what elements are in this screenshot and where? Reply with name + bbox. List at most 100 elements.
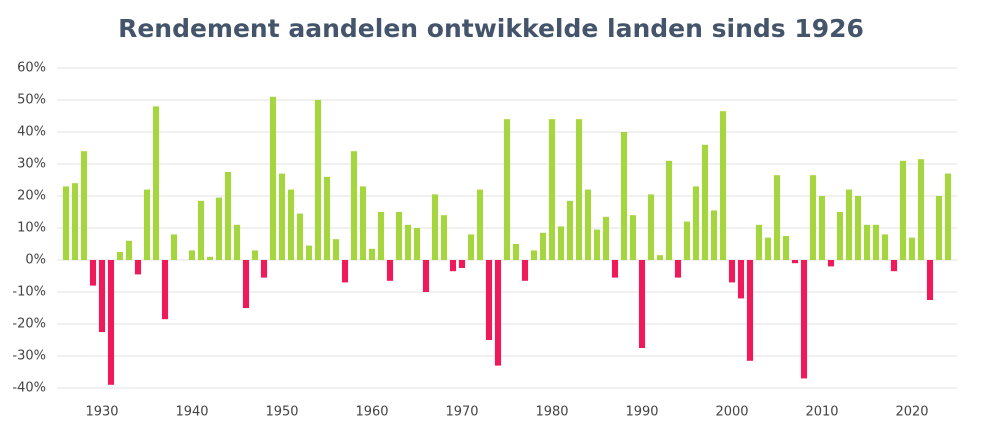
x-tick-label: 1960 xyxy=(355,405,388,420)
chart-title: Rendement aandelen ontwikkelde landen si… xyxy=(118,14,864,43)
bar xyxy=(431,194,439,260)
bar xyxy=(116,252,124,260)
bar xyxy=(215,197,223,260)
bar xyxy=(422,260,430,292)
bar xyxy=(701,144,709,260)
y-tick-label: -20% xyxy=(12,317,46,332)
x-tick-label: 2020 xyxy=(895,405,928,420)
bar xyxy=(386,260,394,281)
bar xyxy=(251,250,259,260)
bar xyxy=(197,200,205,260)
bar xyxy=(629,215,637,260)
bar xyxy=(503,119,511,260)
bar xyxy=(80,151,88,260)
bar xyxy=(791,260,799,264)
y-tick-label: -30% xyxy=(12,349,46,364)
bar xyxy=(593,229,601,260)
bar xyxy=(134,260,142,275)
bar xyxy=(458,260,466,268)
bar xyxy=(818,196,826,260)
y-tick-label: 60% xyxy=(17,61,46,76)
bar xyxy=(98,260,106,332)
bar xyxy=(836,212,844,260)
y-tick-label: -10% xyxy=(12,285,46,300)
bar xyxy=(521,260,529,281)
x-tick-label: 1980 xyxy=(535,405,568,420)
bar xyxy=(224,172,232,260)
bar xyxy=(341,260,349,283)
bar xyxy=(719,111,727,260)
bar xyxy=(647,194,655,260)
bar xyxy=(728,260,736,283)
bar xyxy=(638,260,646,348)
bar xyxy=(233,224,241,260)
bar xyxy=(566,200,574,260)
bar xyxy=(296,213,304,260)
bar xyxy=(755,224,763,260)
bar xyxy=(440,215,448,260)
bar xyxy=(494,260,502,366)
bar xyxy=(890,260,898,272)
bar xyxy=(359,186,367,260)
bar xyxy=(917,159,925,260)
bar xyxy=(314,100,322,260)
bar xyxy=(683,221,691,260)
bar xyxy=(746,260,754,361)
bar xyxy=(206,256,214,260)
bar xyxy=(809,175,817,260)
bar xyxy=(152,106,160,261)
x-tick-label: 1950 xyxy=(265,405,298,420)
bar xyxy=(260,260,268,278)
x-tick-label: 1970 xyxy=(445,405,478,420)
bar xyxy=(872,224,880,260)
bar xyxy=(620,132,628,260)
bar xyxy=(62,186,70,260)
bar xyxy=(611,260,619,278)
y-tick-label: 40% xyxy=(17,125,46,140)
bar xyxy=(656,255,664,260)
x-tick-label: 2000 xyxy=(715,405,748,420)
bar xyxy=(305,245,313,260)
bar xyxy=(773,175,781,260)
bar xyxy=(845,189,853,260)
bar xyxy=(449,260,457,272)
bar xyxy=(557,226,565,260)
y-tick-label: 50% xyxy=(17,93,46,108)
x-tick-label: 1990 xyxy=(625,405,658,420)
bar xyxy=(323,176,331,260)
bar xyxy=(125,240,133,260)
bar xyxy=(485,260,493,340)
bar xyxy=(395,212,403,260)
bar xyxy=(71,183,79,260)
bar xyxy=(935,196,943,260)
bar xyxy=(530,250,538,260)
y-tick-label: 0% xyxy=(25,253,46,268)
bar xyxy=(161,260,169,320)
bar xyxy=(278,173,286,260)
bar xyxy=(602,216,610,260)
bar xyxy=(413,228,421,260)
bar xyxy=(944,173,952,260)
bar xyxy=(512,244,520,260)
bar xyxy=(368,248,376,260)
bar xyxy=(764,237,772,260)
bar xyxy=(242,260,250,308)
bar xyxy=(584,189,592,260)
x-tick-label: 1940 xyxy=(175,405,208,420)
y-tick-label: 30% xyxy=(17,157,46,172)
bar xyxy=(548,119,556,260)
x-tick-label: 1930 xyxy=(85,405,118,420)
bar xyxy=(710,210,718,260)
bar xyxy=(467,234,475,260)
y-tick-label: 20% xyxy=(17,189,46,204)
bar xyxy=(899,160,907,260)
bar xyxy=(332,239,340,260)
bar xyxy=(854,196,862,260)
bar xyxy=(269,96,277,260)
y-tick-label: -40% xyxy=(12,381,46,396)
bar xyxy=(863,224,871,260)
bar xyxy=(404,224,412,260)
y-tick-label: 10% xyxy=(17,221,46,236)
bar xyxy=(737,260,745,299)
